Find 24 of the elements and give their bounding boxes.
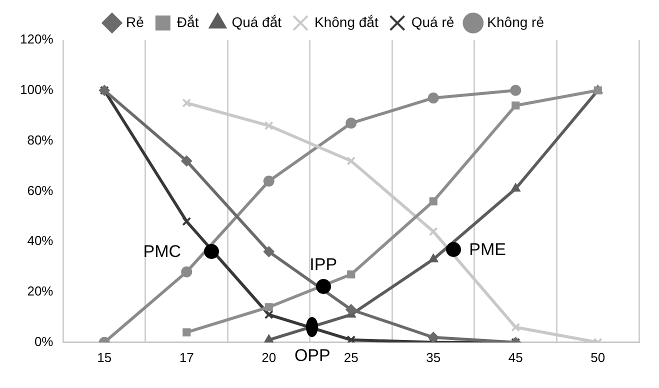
annotation: PMC	[143, 242, 182, 262]
x-tick-label: 45	[508, 350, 523, 365]
text: OPP	[294, 346, 330, 365]
x-tick-label: 20	[262, 350, 276, 365]
x-tick-label: 17	[179, 350, 194, 365]
annotation: IPP	[310, 255, 338, 274]
annotation: PME	[469, 240, 506, 259]
y-tick-label: 20%	[27, 284, 54, 299]
y-tick-label: 80%	[27, 132, 54, 148]
legend-label: Rẻ	[126, 14, 144, 30]
x-tick-label: 35	[426, 350, 441, 365]
y-tick-label: 120%	[20, 32, 54, 47]
x-tick-label: 25	[344, 350, 358, 365]
x-tick-label: 15	[97, 350, 112, 365]
legend-label: Quá đắt	[232, 14, 282, 30]
y-tick-label: 60%	[27, 182, 54, 198]
y-tick-label: 100%	[20, 82, 54, 97]
y-tick-label: 0%	[34, 334, 54, 349]
x-tick-label: 50	[590, 350, 606, 365]
legend-label: Không đắt	[314, 14, 378, 30]
legend-label: Quá rẻ	[411, 14, 454, 30]
legend-label: Đắt	[176, 14, 199, 30]
y-tick-label: 40%	[27, 233, 54, 248]
legend-label: Không rẻ	[487, 14, 544, 30]
